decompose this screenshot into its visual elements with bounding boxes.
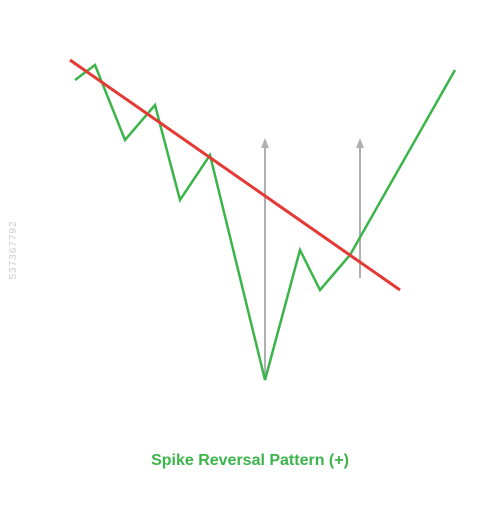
pattern-diagram (0, 0, 500, 500)
caption-label: Spike Reversal Pattern (+) (0, 452, 500, 470)
watermark-id: 537367792 (8, 220, 19, 279)
